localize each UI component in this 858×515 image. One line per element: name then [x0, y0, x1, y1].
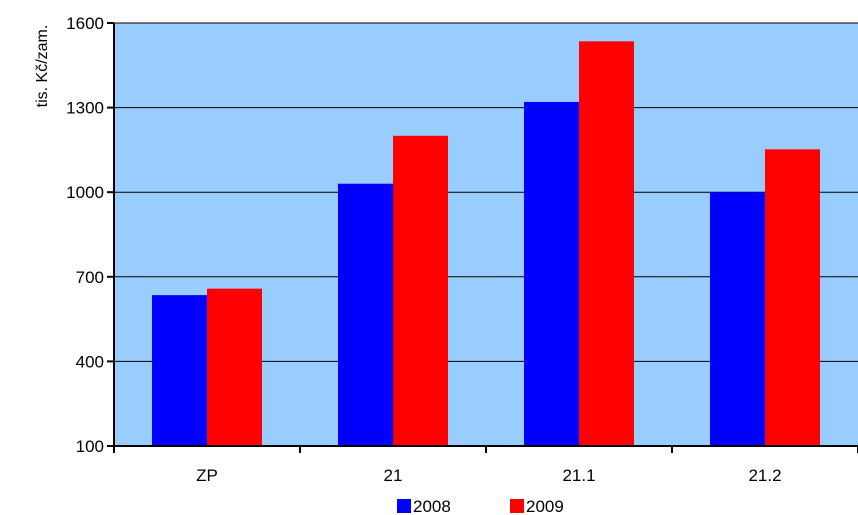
y-axis-title: tis. Kč/zam.	[34, 25, 51, 108]
y-tick-label: 100	[76, 437, 104, 456]
y-tick-label: 1600	[66, 14, 104, 33]
x-tick-label: ZP	[196, 466, 218, 485]
legend-swatch-2009	[510, 499, 524, 513]
bar-2008-21	[338, 183, 393, 447]
x-tick-label: 21	[384, 466, 403, 485]
legend-label-2008: 2008	[413, 497, 451, 515]
bars	[152, 41, 820, 447]
bar-2008-21.2	[710, 192, 765, 446]
x-tick-label: 21.2	[748, 466, 781, 485]
legend-swatch-2008	[397, 499, 411, 513]
y-tick-label: 1000	[66, 183, 104, 202]
legend: 2008 2009	[397, 497, 564, 515]
x-tick-label: 21.1	[562, 466, 595, 485]
bar-2009-ZP	[207, 288, 262, 446]
y-tick-label: 700	[76, 268, 104, 287]
y-tick-label: 400	[76, 352, 104, 371]
bar-2009-21	[393, 135, 448, 447]
y-tick-label: 1300	[66, 99, 104, 118]
x-axis-ticks: ZP 21 21.1 21.2	[113, 446, 858, 485]
bar-2009-21.1	[579, 41, 634, 447]
legend-label-2009: 2009	[526, 497, 564, 515]
y-axis-ticks: 100 400 700 1000 1300 1600	[66, 14, 114, 456]
bar-2008-ZP	[152, 295, 207, 446]
bar-2009-21.2	[765, 149, 820, 446]
bar-2008-21.1	[524, 101, 579, 447]
